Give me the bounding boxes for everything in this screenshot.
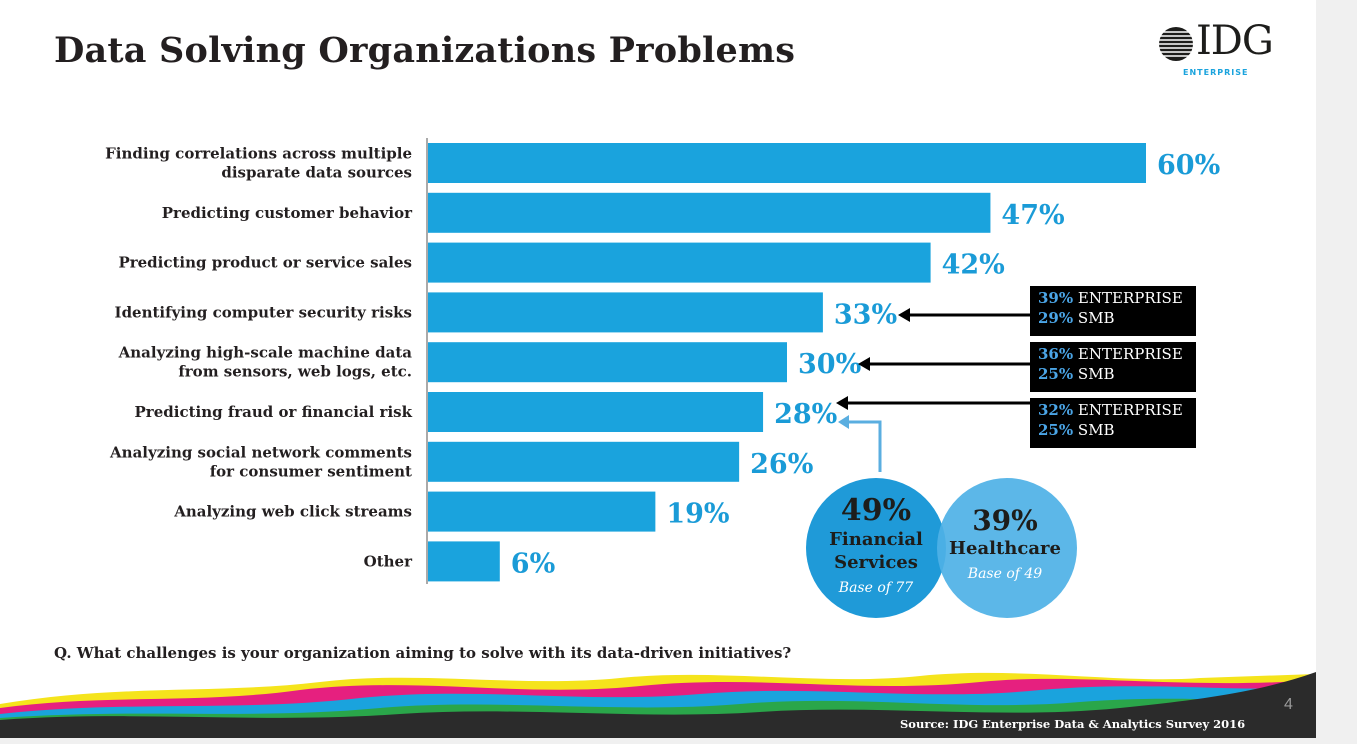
callout-arrows bbox=[836, 308, 1030, 472]
venn-financial-pct: 49% bbox=[841, 493, 911, 528]
callout-smb-pct: 29% bbox=[1038, 309, 1074, 327]
footer-wave-decoration bbox=[0, 672, 1316, 738]
venn-financial-line2: Services bbox=[834, 552, 918, 573]
callout-security: 39% ENTERPRISE 29% SMB bbox=[1030, 286, 1196, 336]
bar-value-label: 33% bbox=[834, 299, 897, 330]
venn-diagram: 49% Financial Services Base of 77 39% He… bbox=[806, 478, 1077, 618]
venn-healthcare-pct: 39% bbox=[972, 504, 1038, 537]
bar bbox=[428, 491, 656, 532]
callout-fraud: 32% ENTERPRISE 25% SMB bbox=[1030, 398, 1196, 448]
category-label: Other bbox=[364, 552, 413, 570]
venn-financial-base: Base of 77 bbox=[838, 580, 914, 596]
survey-question: Q. What challenges is your organization … bbox=[54, 644, 792, 662]
bar bbox=[428, 143, 1146, 183]
callout-enterprise-label: ENTERPRISE bbox=[1077, 289, 1183, 307]
bar bbox=[428, 192, 991, 233]
venn-pointer-line bbox=[845, 420, 882, 472]
callout-enterprise-label: ENTERPRISE bbox=[1077, 401, 1183, 419]
callout-machine-data: 36% ENTERPRISE 25% SMB bbox=[1030, 342, 1196, 392]
venn-healthcare-line1: Healthcare bbox=[949, 538, 1061, 559]
slide: Data Solving Organizations Problems IDG … bbox=[0, 0, 1316, 738]
venn-circle-financial bbox=[806, 478, 946, 618]
bar-value-label: 42% bbox=[942, 250, 1005, 281]
category-label: Finding correlations across multiple bbox=[105, 145, 412, 163]
bar bbox=[428, 342, 787, 383]
venn-circle-healthcare bbox=[937, 478, 1077, 618]
callout-smb-label: SMB bbox=[1077, 309, 1115, 327]
idg-logo-icon bbox=[1152, 27, 1194, 61]
venn-financial-line1: Financial bbox=[829, 529, 923, 550]
bar-chart: 60% Finding correlations across multipled… bbox=[105, 138, 1220, 618]
category-label: Analyzing high-scale machine data bbox=[118, 344, 413, 362]
bar-value-label: 26% bbox=[750, 449, 813, 480]
callout-enterprise-pct: 39% bbox=[1038, 289, 1074, 307]
bar-value-label: 30% bbox=[798, 349, 861, 380]
callout-arrowhead bbox=[898, 308, 910, 322]
venn-healthcare-base: Base of 49 bbox=[967, 566, 1043, 582]
page-number: 4 bbox=[1284, 696, 1293, 713]
callout-enterprise-pct: 32% bbox=[1038, 401, 1074, 419]
callout-enterprise-pct: 36% bbox=[1038, 345, 1074, 363]
bar-value-label: 60% bbox=[1157, 150, 1220, 181]
category-label: from sensors, web logs, etc. bbox=[178, 363, 412, 381]
category-label: disparate data sources bbox=[221, 164, 412, 182]
callout-smb-pct: 25% bbox=[1038, 421, 1074, 439]
bar bbox=[428, 541, 500, 582]
callout-enterprise-label: ENTERPRISE bbox=[1077, 345, 1183, 363]
callout-smb-pct: 25% bbox=[1038, 365, 1074, 383]
category-label: Predicting customer behavior bbox=[162, 204, 413, 222]
category-label: Identifying computer security risks bbox=[115, 303, 412, 321]
bar bbox=[428, 441, 740, 482]
source-note: Source: IDG Enterprise Data & Analytics … bbox=[900, 717, 1246, 731]
bar-value-label: 28% bbox=[774, 399, 837, 430]
callout-smb-label: SMB bbox=[1077, 365, 1115, 383]
category-label: Predicting fraud or financial risk bbox=[135, 403, 413, 421]
category-label: Predicting product or service sales bbox=[118, 254, 412, 272]
logo-text: IDG bbox=[1196, 18, 1274, 64]
bar-value-label: 6% bbox=[511, 548, 555, 579]
page-title: Data Solving Organizations Problems bbox=[54, 30, 796, 71]
bar bbox=[428, 292, 823, 333]
bar bbox=[428, 392, 764, 432]
bar-value-label: 19% bbox=[666, 499, 729, 530]
logo-subtext: ENTERPRISE bbox=[1183, 68, 1249, 77]
category-label: Analyzing social network comments bbox=[109, 443, 412, 461]
category-label: for consumer sentiment bbox=[210, 462, 412, 480]
venn-pointer-arrowhead bbox=[838, 415, 849, 429]
category-label: Analyzing web click streams bbox=[173, 503, 412, 521]
callout-smb-label: SMB bbox=[1077, 421, 1115, 439]
bar bbox=[428, 242, 931, 283]
callout-arrowhead bbox=[836, 396, 848, 410]
callout-arrowhead bbox=[858, 357, 870, 371]
bar-value-label: 47% bbox=[1001, 200, 1064, 231]
